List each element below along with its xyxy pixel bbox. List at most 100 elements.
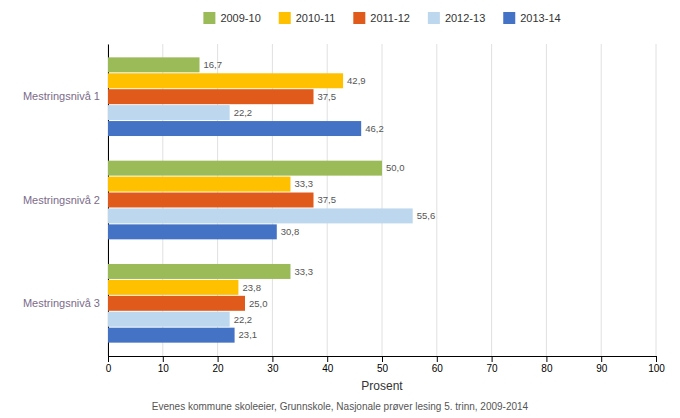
- legend-item: 2011-12: [353, 12, 410, 24]
- tick-label: 80: [541, 363, 553, 374]
- tick-mark: [218, 356, 219, 362]
- legend-item: 2013-14: [503, 12, 560, 24]
- x-axis: 0 10 20 30 40 50 60 70 80 90 100: [106, 356, 666, 374]
- y-tick: Mestringsnivå 2: [23, 194, 100, 206]
- bars: [108, 57, 413, 342]
- y-axis: Mestringsnivå 1 Mestringsnivå 2 Mestringsn…: [23, 45, 109, 357]
- tick-mark: [437, 356, 438, 362]
- data-label: 37,5: [318, 91, 337, 102]
- tick-label: Mestringsnivå 1: [23, 90, 100, 102]
- y-tick: Mestringsnivå 3: [23, 297, 100, 309]
- data-label: 55,6: [417, 210, 436, 221]
- data-label: 50,0: [386, 162, 405, 173]
- bar: [108, 328, 235, 343]
- legend-label: 2010-11: [296, 12, 336, 24]
- data-label: 23,1: [239, 329, 258, 340]
- bar: [108, 264, 290, 279]
- bar: [108, 57, 200, 72]
- series: [108, 121, 361, 343]
- data-labels: 16,750,033,342,933,323,837,537,525,022,2…: [204, 59, 436, 340]
- bar: [108, 105, 230, 120]
- grid-line: [601, 44, 602, 356]
- tick-label: 70: [487, 363, 499, 374]
- bar: [108, 73, 343, 88]
- grid-line: [382, 44, 383, 356]
- bar: [108, 312, 230, 327]
- x-tick: 100: [648, 356, 665, 374]
- tick-mark: [382, 356, 383, 362]
- data-label: 22,2: [234, 314, 253, 325]
- series: [108, 57, 382, 279]
- tick-label: 50: [377, 363, 389, 374]
- tick-mark: [656, 356, 657, 362]
- data-label: 33,3: [294, 266, 313, 277]
- bar: [108, 208, 413, 223]
- tick-mark: [108, 356, 109, 362]
- x-tick: 40: [322, 356, 334, 374]
- tick-mark: [492, 356, 493, 362]
- tick-label: 100: [648, 363, 665, 374]
- series: [108, 73, 343, 295]
- tick-mark: [601, 356, 602, 362]
- x-tick: 70: [487, 356, 499, 374]
- legend-label: 2013-14: [520, 12, 560, 24]
- chart: 0102030405060708090100Mestringsnivå 1Mes…: [0, 0, 680, 418]
- legend-swatch: [279, 12, 291, 24]
- tick-label: 20: [213, 363, 225, 374]
- legend-item: 2012-13: [428, 12, 485, 24]
- bar: [108, 177, 290, 192]
- y-tick: Mestringsnivå 1: [23, 90, 100, 102]
- tick-label: 30: [267, 363, 279, 374]
- legend-swatch: [203, 12, 215, 24]
- tick-mark: [327, 356, 328, 362]
- x-tick: 90: [596, 356, 608, 374]
- data-label: 25,0: [249, 298, 268, 309]
- axis-line: [109, 357, 657, 363]
- legend-label: 2009-10: [220, 12, 260, 24]
- data-label: 23,8: [242, 282, 261, 293]
- bar: [108, 296, 245, 311]
- data-label: 16,7: [204, 59, 223, 70]
- data-label: 37,5: [318, 194, 337, 205]
- tick-label: 10: [158, 363, 170, 374]
- grid-line: [491, 44, 492, 356]
- tick-label: 60: [432, 363, 444, 374]
- x-tick: 0: [106, 356, 112, 374]
- tick-label: Mestringsnivå 3: [23, 297, 100, 309]
- bar: [108, 121, 361, 136]
- data-label: 30,8: [281, 226, 300, 237]
- x-axis-title: Prosent: [361, 379, 403, 393]
- data-label: 22,2: [234, 107, 253, 118]
- tick-mark: [546, 356, 547, 362]
- legend-item: 2009-10: [203, 12, 260, 24]
- tick-label: 40: [322, 363, 334, 374]
- bar: [108, 280, 238, 295]
- legend-label: 2012-13: [445, 12, 485, 24]
- x-tick: 30: [267, 356, 279, 374]
- legend: 2009-10 2010-11 2011-12 2012-13 2013-14: [203, 12, 560, 24]
- data-label: 33,3: [294, 178, 313, 189]
- tick-label: Mestringsnivå 2: [23, 194, 100, 206]
- grid-line: [436, 44, 437, 356]
- footnote: Evenes kommune skoleeier, Grunnskole, Na…: [152, 401, 529, 412]
- bar: [108, 161, 382, 176]
- bar: [108, 193, 314, 208]
- bar: [108, 89, 314, 104]
- x-tick: 60: [432, 356, 444, 374]
- grid-line: [656, 44, 657, 356]
- x-tick: 10: [158, 356, 170, 374]
- series: [108, 105, 413, 327]
- legend-item: 2010-11: [279, 12, 336, 24]
- legend-swatch: [503, 12, 515, 24]
- tick-mark: [272, 356, 273, 362]
- tick-label: 90: [596, 363, 608, 374]
- x-tick: 80: [541, 356, 553, 374]
- x-tick: 20: [213, 356, 225, 374]
- tick-mark: [163, 356, 164, 362]
- legend-label: 2011-12: [370, 12, 410, 24]
- plot: 0102030405060708090100Mestringsnivå 1Mes…: [23, 44, 665, 374]
- legend-swatch: [428, 12, 440, 24]
- legend-swatch: [353, 12, 365, 24]
- grid-line: [546, 44, 547, 356]
- tick-label: 0: [106, 363, 112, 374]
